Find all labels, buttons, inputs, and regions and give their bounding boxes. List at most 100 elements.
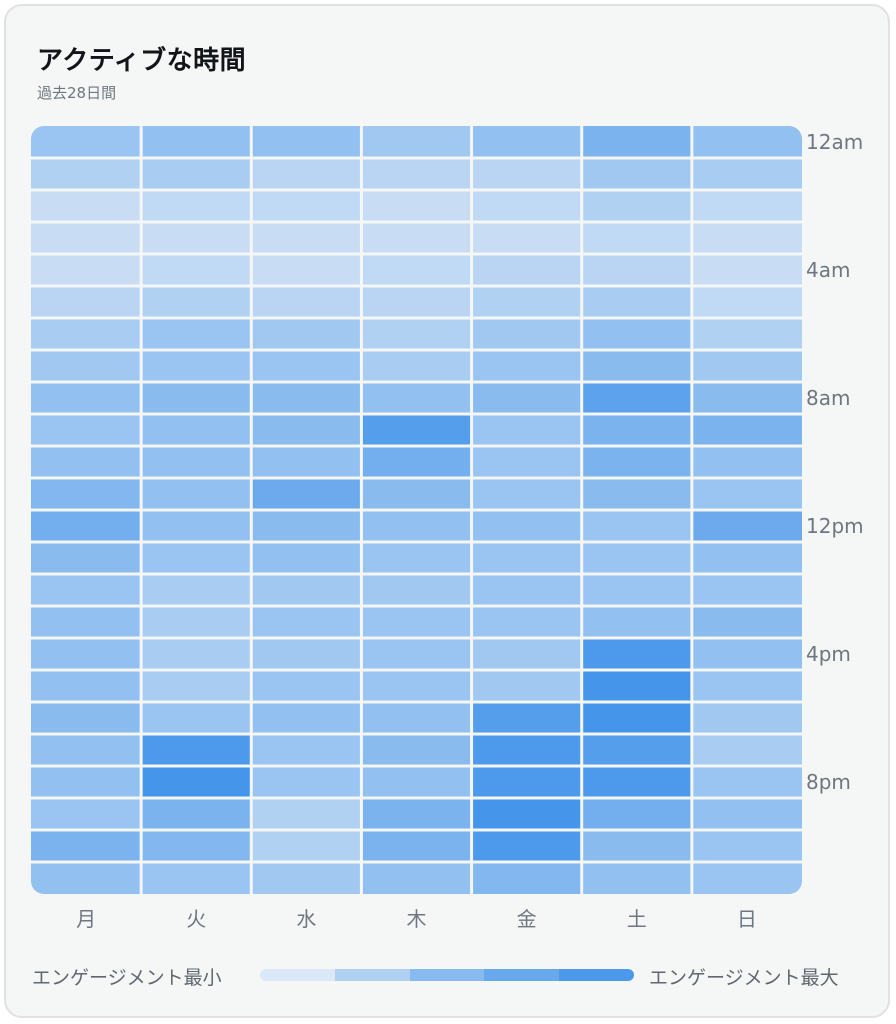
heatmap-cell <box>362 799 471 829</box>
heatmap-cell <box>31 383 140 413</box>
x-tick-label: 日 <box>737 907 757 931</box>
heatmap-cell <box>583 703 691 733</box>
heatmap-cell <box>362 735 471 765</box>
heatmap-cell <box>473 767 581 797</box>
heatmap-cell <box>693 639 802 669</box>
heatmap-cell <box>362 447 471 477</box>
heatmap-cell <box>362 703 471 733</box>
heatmap-cell <box>252 223 360 253</box>
heatmap-cell <box>252 351 360 381</box>
heatmap-cell <box>31 511 140 541</box>
heatmap-cell <box>252 671 360 701</box>
heatmap-cell <box>252 799 360 829</box>
heatmap-cell <box>31 479 140 509</box>
heatmap-cell <box>31 126 140 157</box>
y-tick-label: 8am <box>806 386 850 410</box>
heatmap-cell <box>252 287 360 317</box>
heatmap-cell <box>473 607 581 637</box>
heatmap-cell <box>473 383 581 413</box>
legend-color-step <box>559 969 634 981</box>
heatmap-cell <box>693 799 802 829</box>
heatmap-cell <box>583 383 691 413</box>
heatmap-cell <box>693 735 802 765</box>
heatmap-cell <box>583 799 691 829</box>
heatmap-cell <box>252 415 360 445</box>
heatmap-cell <box>142 191 250 221</box>
heatmap-cell <box>693 575 802 605</box>
heatmap-cell <box>362 671 471 701</box>
heatmap-cell <box>473 735 581 765</box>
heatmap-cell <box>31 415 140 445</box>
heatmap-cell <box>583 415 691 445</box>
heatmap-cell <box>252 191 360 221</box>
heatmap-cell <box>31 287 140 317</box>
heatmap-cell <box>142 159 250 189</box>
heatmap-cell <box>252 703 360 733</box>
heatmap-cell <box>31 671 140 701</box>
heatmap-cell <box>142 767 250 797</box>
y-tick-label: 12pm <box>806 514 864 538</box>
heatmap-cell <box>252 863 360 894</box>
heatmap-cell <box>31 831 140 861</box>
heatmap-cell <box>473 447 581 477</box>
heatmap-cell <box>31 639 140 669</box>
heatmap-cell <box>362 287 471 317</box>
x-tick-label: 土 <box>627 907 647 931</box>
heatmap-cell <box>362 191 471 221</box>
heatmap-cell <box>252 383 360 413</box>
heatmap-cell <box>142 511 250 541</box>
heatmap-cell <box>583 575 691 605</box>
heatmap-cell <box>31 575 140 605</box>
heatmap-cell <box>583 255 691 285</box>
y-tick-label: 4pm <box>806 642 851 666</box>
heatmap-cell <box>142 703 250 733</box>
legend-color-step <box>409 969 485 981</box>
heatmap-cell <box>362 415 471 445</box>
heatmap-cell <box>583 447 691 477</box>
heatmap-cell <box>473 159 581 189</box>
heatmap-cell <box>473 671 581 701</box>
heatmap-cell <box>473 831 581 861</box>
heatmap-cell <box>583 319 691 349</box>
heatmap-cell <box>473 863 581 894</box>
heatmap-cell <box>473 511 581 541</box>
heatmap-cell <box>362 511 471 541</box>
heatmap-cell <box>693 351 802 381</box>
heatmap-cell <box>362 159 471 189</box>
heatmap-cell <box>693 223 802 253</box>
heatmap-cell <box>252 639 360 669</box>
heatmap-cell <box>142 575 250 605</box>
card-title: アクティブな時間 <box>37 46 247 76</box>
heatmap-cell <box>473 191 581 221</box>
heatmap-cell <box>583 639 691 669</box>
heatmap-cell <box>362 255 471 285</box>
heatmap-cell <box>473 479 581 509</box>
heatmap-cell <box>252 159 360 189</box>
heatmap-cell <box>362 351 471 381</box>
heatmap-cell <box>31 767 140 797</box>
legend-min-label: エンゲージメント最小 <box>32 967 222 989</box>
heatmap-cell <box>142 255 250 285</box>
heatmap-cell <box>31 799 140 829</box>
heatmap-cell <box>142 735 250 765</box>
heatmap-cell <box>583 863 691 894</box>
heatmap-cell <box>252 447 360 477</box>
heatmap-cell <box>693 671 802 701</box>
heatmap-cell <box>31 223 140 253</box>
heatmap-cell <box>142 607 250 637</box>
heatmap-cell <box>693 447 802 477</box>
legend-max-label: エンゲージメント最大 <box>649 967 839 989</box>
heatmap-cell <box>583 511 691 541</box>
heatmap-cells <box>31 126 802 894</box>
heatmap-cell <box>142 319 250 349</box>
x-tick-label: 月 <box>76 907 96 931</box>
heatmap-cell <box>362 319 471 349</box>
y-tick-label: 8pm <box>806 770 851 794</box>
heatmap-cell <box>142 863 250 894</box>
heatmap-cell <box>583 831 691 861</box>
heatmap-cell <box>252 735 360 765</box>
heatmap-cell <box>693 415 802 445</box>
heatmap-cell <box>693 767 802 797</box>
heatmap-cell <box>31 607 140 637</box>
